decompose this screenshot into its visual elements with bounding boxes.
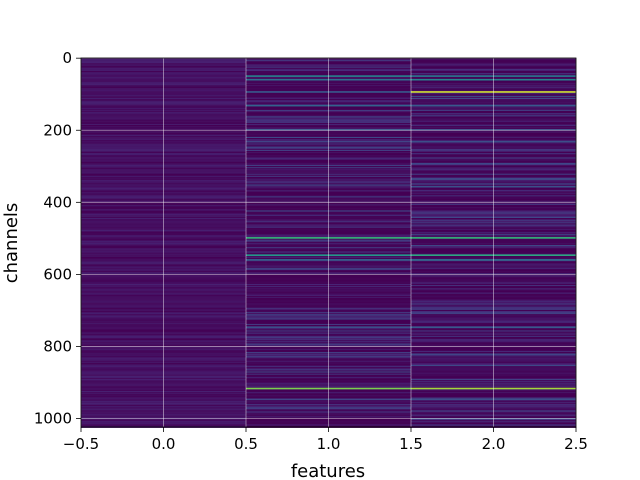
x-axis-ticks: −0.5 0.0 0.5 1.0 1.5 2.0 2.5 <box>63 427 588 453</box>
x-tick-label: −0.5 <box>63 435 99 453</box>
y-axis-label: channels <box>1 203 22 284</box>
y-tick-label: 0 <box>62 49 72 67</box>
y-tick-label: 800 <box>43 337 72 355</box>
x-tick-label: 2.5 <box>564 435 588 453</box>
x-axis-label: features <box>291 461 365 480</box>
x-tick-label: 1.5 <box>399 435 423 453</box>
x-tick-label: 0.0 <box>152 435 176 453</box>
x-tick-label: 1.0 <box>317 435 341 453</box>
x-tick-label: 0.5 <box>234 435 258 453</box>
plot-area <box>80 57 577 428</box>
y-tick-label: 200 <box>43 121 72 139</box>
y-axis-ticks: 0 200 400 600 800 1000 <box>34 49 81 428</box>
y-tick-label: 1000 <box>34 410 72 428</box>
y-tick-label: 400 <box>43 193 72 211</box>
y-tick-label: 600 <box>43 265 72 283</box>
x-tick-label: 2.0 <box>482 435 506 453</box>
